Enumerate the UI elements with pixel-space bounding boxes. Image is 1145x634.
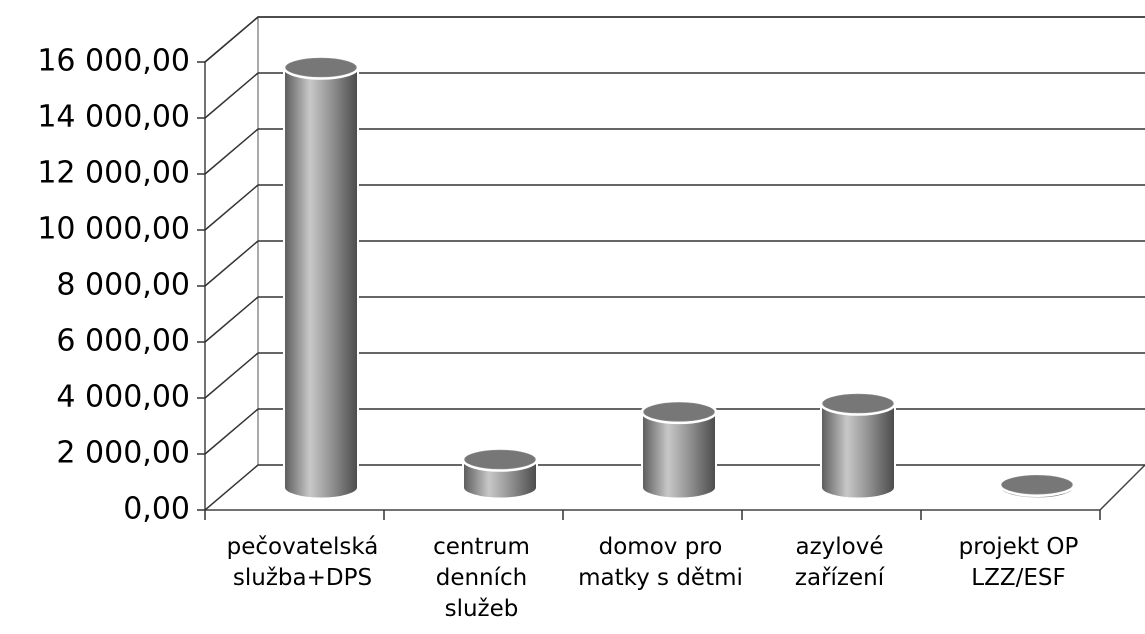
cylinder xyxy=(641,411,717,500)
y-tick-label: 0,00 xyxy=(123,492,190,527)
x-tick-label: centrum denních služeb xyxy=(433,534,530,622)
y-tick-label: 8 000,00 xyxy=(56,268,190,303)
cylinder xyxy=(820,403,896,500)
y-tick-label: 12 000,00 xyxy=(37,156,190,191)
cylinder-top-edge xyxy=(465,450,535,469)
y-tick-label: 16 000,00 xyxy=(37,44,190,79)
y-tick-label: 4 000,00 xyxy=(56,380,190,415)
grid-line xyxy=(204,240,1145,287)
cylinder-top-edge xyxy=(644,402,714,421)
y-tick-label: 10 000,00 xyxy=(37,212,190,247)
grid-line xyxy=(204,16,1145,63)
cylinder-top-edge xyxy=(823,394,893,413)
grid-line xyxy=(204,352,1145,399)
x-tick-label: domov pro matky s dětmi xyxy=(578,534,743,591)
cylinder xyxy=(283,67,359,500)
x-tick-label: azylové zařízení xyxy=(794,534,885,591)
grid-line xyxy=(204,184,1145,231)
x-tick-label: projekt OP LZZ/ESF xyxy=(958,534,1079,591)
grid-line xyxy=(204,296,1145,343)
grid-line xyxy=(204,72,1145,119)
y-tick-label: 6 000,00 xyxy=(56,324,190,359)
cylinder-top-edge xyxy=(1002,475,1072,494)
grid-line xyxy=(204,128,1145,175)
cylinder-top-edge xyxy=(286,58,356,77)
y-tick-label: 14 000,00 xyxy=(37,100,190,135)
y-tick-label: 2 000,00 xyxy=(56,436,190,471)
x-tick-label: pečovatelská služba+DPS xyxy=(226,534,379,591)
